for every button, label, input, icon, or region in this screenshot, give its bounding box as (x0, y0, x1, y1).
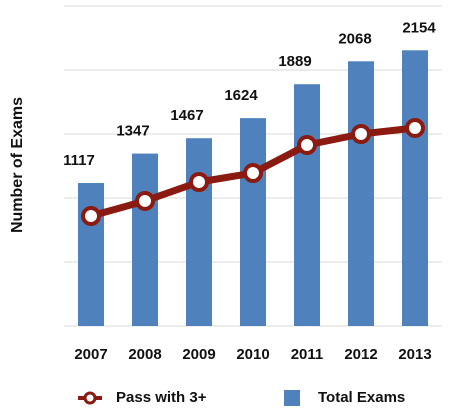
value-label: 1889 (278, 53, 311, 70)
line-marker (135, 190, 155, 211)
bar (186, 138, 212, 326)
bar (240, 118, 266, 327)
legend-swatch (83, 391, 97, 405)
bar (132, 153, 158, 326)
bar (294, 84, 320, 326)
x-tick-label: 2010 (236, 346, 269, 363)
bar (78, 183, 104, 326)
line-marker (81, 206, 101, 227)
value-label: 2154 (402, 19, 436, 36)
y-axis-label: Number of Exams (9, 97, 26, 233)
bar (348, 61, 374, 327)
line-marker (405, 117, 425, 138)
legend-label: Total Exams (318, 389, 405, 406)
legend-label: Pass with 3+ (116, 389, 207, 406)
x-tick-label: 2009 (182, 346, 215, 363)
value-label: 2068 (338, 30, 371, 47)
line-marker (189, 172, 209, 192)
value-label: 1467 (170, 107, 203, 124)
legend-swatch (284, 390, 300, 406)
line-marker (297, 135, 317, 156)
line-marker (243, 163, 263, 184)
x-tick-label: 2007 (74, 346, 107, 363)
x-tick-label: 2011 (291, 346, 324, 363)
x-tick-label: 2013 (398, 346, 431, 363)
bar (402, 50, 428, 327)
value-label: 1624 (224, 87, 258, 104)
x-tick-label: 2012 (344, 346, 377, 363)
line-marker (351, 124, 371, 144)
value-label: 1117 (63, 152, 95, 169)
x-tick-label: 2008 (128, 346, 161, 363)
value-label: 1347 (116, 123, 149, 140)
